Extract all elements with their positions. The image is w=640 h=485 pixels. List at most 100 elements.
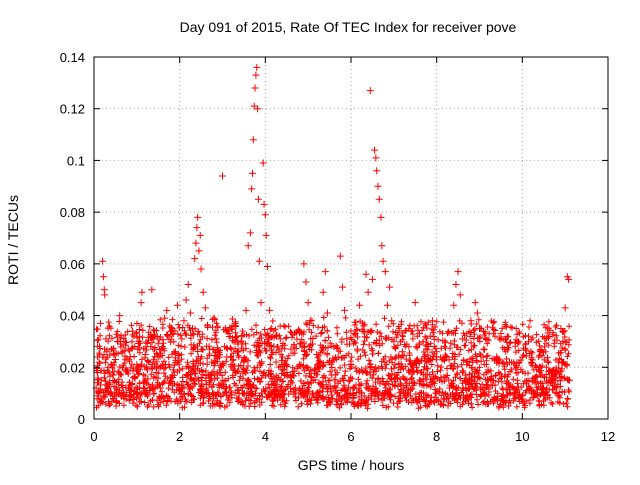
data-point (261, 211, 269, 219)
data-point (180, 317, 188, 325)
data-point (527, 348, 535, 356)
data-point (93, 368, 101, 376)
data-point (138, 288, 146, 296)
x-tick-label: 2 (176, 429, 183, 444)
data-point (531, 374, 539, 382)
data-point (476, 325, 483, 332)
data-point (458, 335, 466, 343)
data-point (201, 304, 209, 312)
data-point (139, 379, 147, 387)
data-point (428, 317, 436, 325)
data-point (244, 242, 252, 250)
data-point (248, 185, 256, 193)
data-point (394, 368, 402, 376)
y-tick-label: 0 (78, 412, 85, 427)
data-point (272, 358, 280, 366)
data-point (171, 348, 179, 356)
data-point (146, 387, 154, 395)
y-axis-title: ROTI / TECUs (5, 195, 21, 285)
data-point (120, 394, 128, 402)
data-point (392, 353, 400, 361)
data-point (473, 309, 481, 317)
data-point (362, 270, 370, 278)
data-point (456, 291, 464, 299)
data-point (156, 384, 164, 392)
data-point (259, 159, 267, 167)
data-point (105, 379, 113, 387)
data-point (114, 337, 122, 345)
data-point (194, 213, 202, 221)
data-point (351, 330, 359, 338)
data-point (372, 154, 380, 162)
data-point (381, 268, 389, 276)
data-point (186, 309, 194, 317)
data-point (403, 381, 411, 389)
data-point (176, 366, 184, 374)
data-point (214, 350, 222, 358)
x-tick-label: 8 (433, 429, 440, 444)
data-point (141, 350, 149, 358)
data-point (192, 239, 200, 247)
data-point (364, 288, 372, 296)
data-point (544, 379, 552, 387)
data-point (254, 195, 262, 203)
data-point (480, 345, 488, 353)
data-point (99, 273, 107, 281)
data-point (518, 353, 526, 361)
data-point (163, 306, 171, 314)
data-point (246, 229, 254, 237)
data-point (103, 348, 111, 356)
data-point (144, 366, 152, 374)
data-point (383, 301, 391, 309)
data-point (116, 312, 124, 320)
data-point (251, 84, 259, 92)
data-point (240, 358, 248, 366)
data-point (304, 299, 312, 307)
data-point (510, 384, 518, 392)
data-point (167, 374, 175, 382)
data-point (371, 146, 379, 154)
data-point (229, 366, 237, 374)
data-point (283, 368, 291, 376)
data-point (137, 299, 145, 307)
data-point (174, 301, 182, 309)
data-point (450, 301, 458, 309)
data-point (347, 361, 355, 369)
data-point (501, 371, 509, 379)
data-point (565, 376, 573, 384)
x-tick-label: 12 (601, 429, 615, 444)
data-point (493, 353, 501, 361)
data-point (169, 330, 177, 338)
data-point (374, 182, 382, 190)
data-point (233, 348, 241, 356)
data-point (278, 353, 286, 361)
data-point (315, 379, 323, 387)
data-point (102, 335, 110, 343)
data-point (353, 345, 361, 353)
data-point (326, 358, 334, 366)
data-point (210, 314, 218, 322)
data-point (345, 376, 353, 384)
data-points (92, 63, 573, 402)
data-point (242, 306, 250, 314)
data-point (343, 335, 351, 343)
data-point (236, 376, 244, 384)
data-point (433, 348, 441, 356)
data-point (505, 358, 513, 366)
data-point (390, 337, 398, 345)
data-point (204, 322, 212, 330)
data-point (196, 231, 204, 239)
data-point (122, 366, 130, 374)
x-tick-labels: 0 2 4 6 8 10 12 (90, 429, 615, 444)
y-tick-label: 0.06 (60, 257, 85, 272)
data-point (437, 374, 445, 382)
data-point (126, 387, 134, 395)
x-tick-label: 6 (347, 429, 354, 444)
data-point (296, 361, 304, 369)
data-point (407, 361, 415, 369)
data-point (195, 247, 203, 255)
data-point (148, 286, 156, 294)
data-point (300, 260, 308, 268)
data-point (377, 213, 385, 221)
